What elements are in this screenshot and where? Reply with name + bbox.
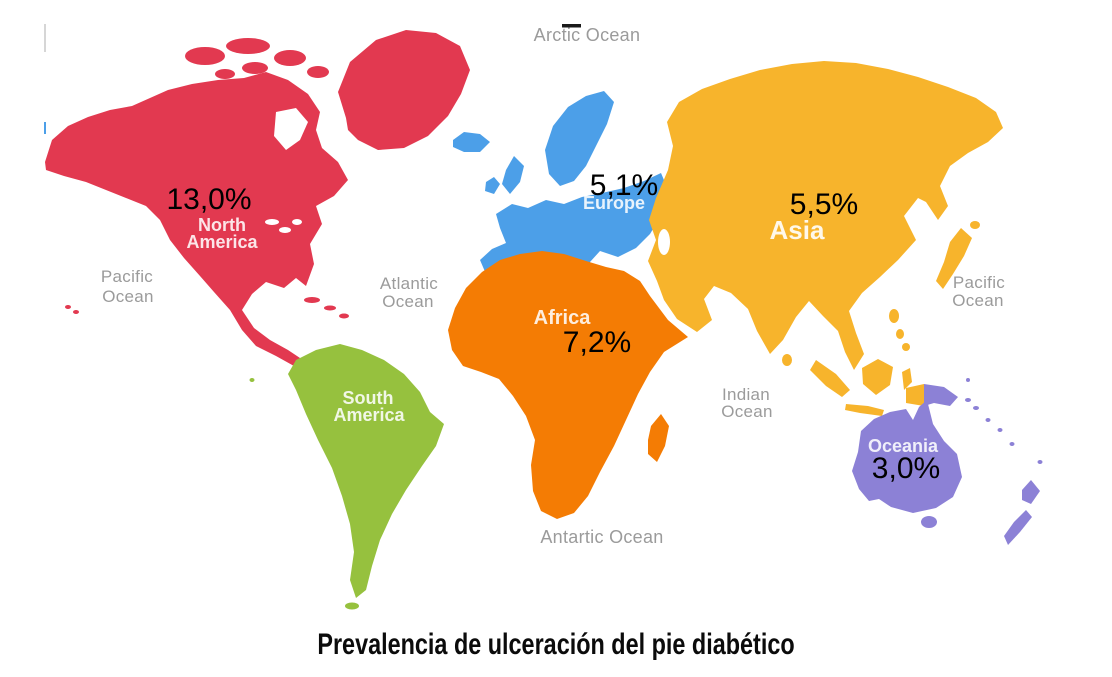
- caribbean-island: [324, 305, 336, 311]
- south-america-shape: [249, 344, 444, 610]
- borneo: [862, 359, 893, 395]
- oceania-label: Oceania: [868, 436, 939, 456]
- ireland: [485, 177, 500, 194]
- arctic-island: [185, 47, 225, 65]
- philippines-island: [902, 343, 910, 351]
- pacific-ocean-east-label: Ocean: [952, 291, 1004, 310]
- antartic-ocean-label: Antartic Ocean: [540, 527, 663, 547]
- north-america-mainland: [45, 72, 348, 366]
- arctic-island: [307, 66, 329, 78]
- page-title: Prevalencia de ulceración del pie diabét…: [317, 628, 795, 661]
- indian-ocean-label: Indian: [722, 385, 770, 404]
- north-america-label: North: [198, 215, 246, 235]
- artifact-dash: [562, 24, 581, 28]
- europe-value: 5,1%: [590, 169, 658, 202]
- arctic-ocean-label: Arctic Ocean: [534, 25, 641, 45]
- pacific-island: [973, 406, 979, 410]
- hawaii-island: [65, 305, 71, 309]
- south-america-mainland: [288, 344, 444, 598]
- world-map: Arctic Ocean Pacific Ocean Atlantic Ocea…: [44, 24, 1043, 610]
- arctic-island: [226, 38, 270, 54]
- new-guinea-west: [906, 384, 924, 406]
- north-america-label: America: [186, 232, 258, 252]
- prevalence-values: 13,0% 5,1% 5,5% 7,2% 3,0%: [166, 169, 940, 485]
- south-america-label: America: [333, 405, 405, 425]
- pacific-island: [966, 378, 970, 382]
- tierra-del-fuego: [345, 602, 359, 610]
- sumatra: [810, 360, 850, 397]
- sakhalin: [930, 150, 942, 186]
- pacific-ocean-west-label: Ocean: [102, 287, 154, 306]
- iceland: [453, 132, 490, 152]
- greenland: [338, 30, 470, 150]
- hawaii-island: [73, 310, 79, 314]
- java: [845, 404, 884, 416]
- philippines-island: [896, 329, 904, 339]
- caribbean-island: [304, 297, 320, 303]
- japan-island: [970, 221, 980, 229]
- north-america-value: 13,0%: [166, 183, 251, 216]
- great-lake: [292, 219, 302, 225]
- europe-label: Europe: [583, 193, 645, 213]
- sri-lanka: [782, 354, 792, 366]
- caspian-sea: [658, 229, 670, 255]
- africa-label: Africa: [534, 307, 592, 329]
- south-america-label: South: [343, 388, 394, 408]
- atlantic-ocean-label: Atlantic: [380, 274, 438, 293]
- africa-mainland: [448, 251, 688, 519]
- galapagos-island: [249, 378, 255, 382]
- great-britain: [502, 156, 524, 194]
- sulawesi: [902, 368, 912, 390]
- ocean-labels: Arctic Ocean Pacific Ocean Atlantic Ocea…: [101, 25, 1005, 547]
- continent-labels: North America South America Europe Afric…: [186, 193, 939, 456]
- pacific-island: [965, 398, 971, 402]
- asia-mainland: [648, 61, 1003, 370]
- pacific-island: [1037, 460, 1043, 464]
- caribbean-island: [339, 313, 349, 319]
- pacific-island: [997, 428, 1003, 432]
- madagascar: [648, 414, 669, 462]
- arctic-island: [215, 69, 235, 79]
- new-zealand-south: [1004, 510, 1032, 545]
- new-zealand-north: [1022, 480, 1040, 504]
- artifact-line-gray: [44, 24, 46, 52]
- australia: [852, 400, 962, 513]
- africa-value: 7,2%: [563, 326, 631, 359]
- pacific-ocean-west-label: Pacific: [101, 267, 153, 286]
- japan: [936, 228, 972, 289]
- indian-ocean-label: Ocean: [721, 402, 773, 421]
- great-lake: [265, 219, 279, 225]
- arctic-island: [242, 62, 268, 74]
- pacific-ocean-east-label: Pacific: [953, 273, 1005, 292]
- africa-shape: [448, 251, 688, 519]
- asia-label: Asia: [770, 215, 825, 245]
- arctic-island: [274, 50, 306, 66]
- asia-shape: [648, 61, 1003, 416]
- oceania-value: 3,0%: [872, 452, 940, 485]
- pacific-island: [1009, 442, 1015, 446]
- great-lake: [279, 227, 291, 233]
- hudson-bay: [274, 108, 308, 150]
- scandinavia: [545, 91, 614, 186]
- oceania-shape: [852, 378, 1043, 545]
- artifact-line-blue: [44, 122, 46, 134]
- new-guinea-east: [924, 384, 958, 406]
- asia-value: 5,5%: [790, 188, 858, 221]
- pacific-island: [985, 418, 991, 422]
- atlantic-ocean-label: Ocean: [382, 292, 434, 311]
- tasmania: [921, 516, 937, 528]
- philippines-island: [889, 309, 899, 323]
- north-america-shape: [45, 30, 470, 366]
